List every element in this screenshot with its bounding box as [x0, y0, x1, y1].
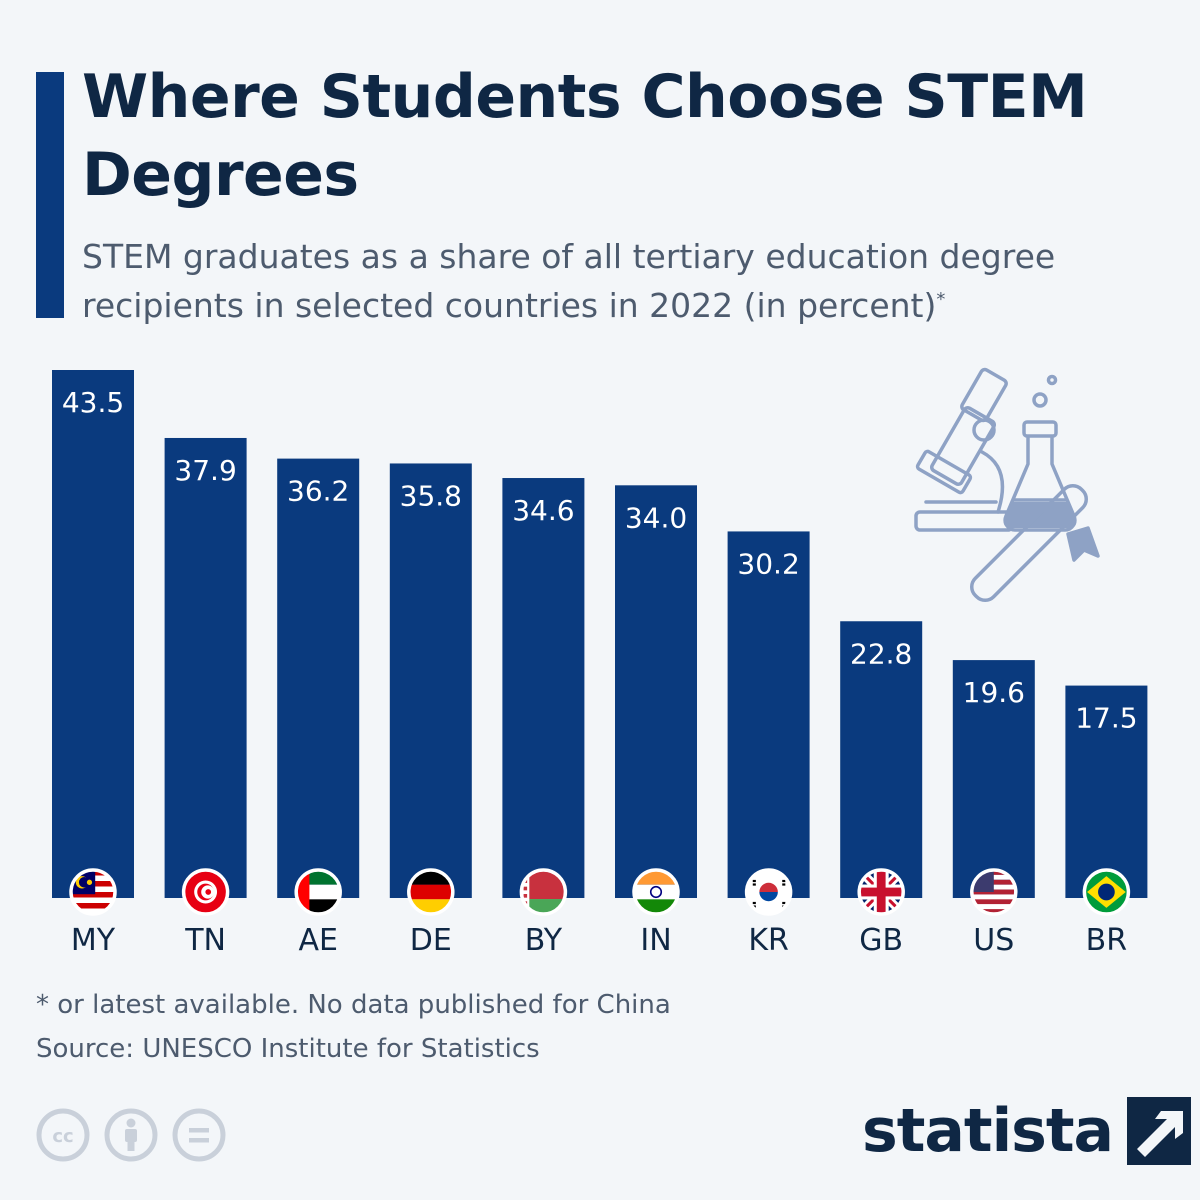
bar-kr — [727, 531, 810, 898]
category-label: IN — [640, 923, 671, 958]
bar-in — [615, 485, 697, 898]
creative-commons-icon[interactable]: cc — [36, 1108, 90, 1162]
value-label: 22.8 — [850, 637, 912, 670]
value-label: 34.6 — [512, 494, 574, 527]
bar-chart: 43.5 MY 37.9 TN 36.2 AE 35.8 DE 34.6 BY 34.0 IN 30.2… — [52, 370, 1148, 958]
subtitle-footnote-marker: * — [936, 289, 946, 310]
bar-gb — [840, 621, 923, 898]
tunisia-flag-icon — [181, 868, 230, 916]
category-label: BR — [1086, 923, 1127, 958]
value-label: 36.2 — [287, 475, 349, 508]
license-icons: cc — [36, 1108, 226, 1162]
bar-ae — [277, 458, 360, 898]
microscope-icon — [914, 367, 1014, 532]
bar-de — [389, 463, 472, 898]
bar-my — [52, 370, 134, 898]
subtitle-text: STEM graduates as a share of all tertiar… — [82, 237, 1056, 325]
usa-flag-icon — [970, 868, 1018, 916]
diploma-icon — [969, 483, 1100, 603]
value-label: 35.8 — [400, 479, 462, 512]
category-label: GB — [859, 923, 903, 958]
category-label: DE — [410, 923, 452, 958]
title-accent-bar — [36, 72, 64, 318]
uk-flag-icon — [857, 868, 905, 916]
category-label: KR — [748, 923, 789, 958]
value-label: 43.5 — [62, 386, 124, 419]
no-derivatives-icon[interactable] — [172, 1108, 226, 1162]
malaysia-flag-icon — [69, 868, 117, 916]
south-korea-flag-icon — [744, 868, 793, 916]
value-label: 17.5 — [1075, 702, 1137, 735]
footnote: * or latest available. No data published… — [36, 990, 671, 1020]
svg-text:cc: cc — [52, 1126, 73, 1147]
chart-title: Where Students Choose STEM Degrees — [82, 62, 1088, 210]
bar-br — [1065, 685, 1148, 898]
science-illustration — [914, 367, 1100, 603]
category-label: AE — [298, 923, 337, 958]
belarus-flag-icon — [519, 868, 568, 916]
value-label: 19.6 — [963, 676, 1025, 709]
bar-us — [952, 660, 1035, 898]
bars: 43.5 MY 37.9 TN 36.2 AE 35.8 DE 34.6 BY 34.0 IN 30.2… — [52, 370, 1148, 958]
category-label: TN — [184, 923, 226, 958]
category-label: BY — [525, 923, 563, 958]
india-flag-icon — [632, 868, 680, 916]
bar-by — [502, 478, 585, 898]
brazil-flag-icon — [1082, 868, 1131, 916]
value-label: 30.2 — [737, 547, 799, 580]
statista-logo-icon — [1127, 1097, 1192, 1165]
value-label: 37.9 — [174, 454, 236, 487]
value-label: 34.0 — [625, 501, 687, 534]
source-note: Source: UNESCO Institute for Statistics — [36, 1034, 540, 1064]
germany-flag-icon — [407, 868, 455, 916]
uae-flag-icon — [294, 868, 342, 916]
statista-brand[interactable]: statista — [862, 1096, 1192, 1166]
attribution-icon[interactable] — [104, 1108, 158, 1162]
category-label: MY — [71, 923, 116, 958]
chart-subtitle: STEM graduates as a share of all tertiar… — [82, 232, 1182, 330]
brand-name: statista — [862, 1096, 1114, 1166]
category-label: US — [973, 923, 1014, 958]
bar-tn — [164, 437, 247, 898]
